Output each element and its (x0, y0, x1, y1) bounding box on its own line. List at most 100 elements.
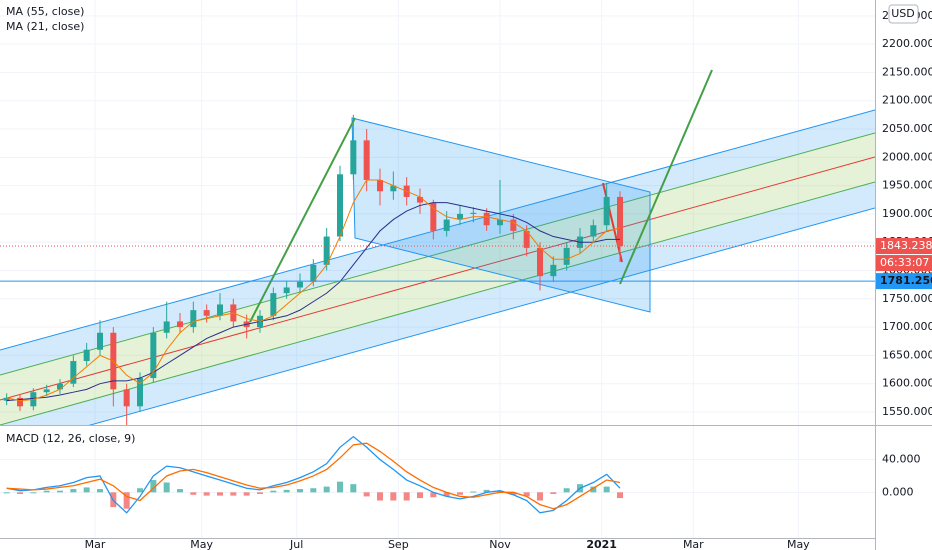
horizontal-line-label: 1781.250 (880, 274, 932, 287)
histogram-bar (417, 492, 423, 499)
histogram-bar (430, 492, 437, 498)
histogram-bar (483, 489, 490, 493)
y-tick-label: 0.000 (882, 485, 914, 498)
legend-entry: MA (21, close) (6, 20, 84, 33)
histogram-bar (457, 492, 463, 495)
candle-body (590, 225, 597, 237)
candle-body (510, 219, 517, 231)
legend-entry: MA (55, close) (6, 5, 84, 18)
candle-body (417, 196, 423, 203)
x-tick-label: Jul (289, 538, 303, 550)
y-tick-label: 1700.000 (882, 320, 932, 333)
histogram-bar (137, 488, 143, 493)
countdown: 06:33:07 (880, 256, 929, 269)
macd-line (6, 435, 621, 514)
y-tick-label: 1900.000 (882, 207, 932, 220)
histogram-bar (470, 491, 477, 493)
line-badge (876, 273, 932, 290)
candle-body (123, 389, 130, 407)
x-tick-label: Mar (683, 538, 704, 550)
histogram-bar (403, 492, 410, 501)
histogram-bar (177, 489, 183, 493)
candle-body (190, 310, 197, 328)
histogram-bar (363, 492, 370, 497)
channel-line (88, 207, 875, 425)
candle-body (483, 212, 490, 226)
histogram-bar (590, 486, 597, 493)
candle-body (323, 236, 330, 265)
candle-body (217, 304, 223, 316)
histogram-bar (17, 492, 23, 494)
candle-body (563, 247, 570, 265)
candle-body (377, 179, 383, 192)
x-tick-label: 2021 (586, 538, 617, 550)
histogram-bar (203, 492, 210, 496)
histogram-bar (510, 492, 517, 495)
histogram-bar (150, 480, 157, 493)
histogram-bar (603, 486, 610, 493)
histogram-bar (617, 492, 623, 499)
candle-body (457, 213, 463, 220)
ma-line (6, 179, 621, 402)
candle-body (443, 219, 450, 231)
channel-mid (0, 156, 875, 401)
histogram-bar (297, 489, 303, 493)
histogram-bar (230, 492, 237, 496)
candle-body (470, 212, 477, 214)
candle-body (83, 349, 90, 362)
histogram-bar (257, 492, 263, 494)
histogram-bar (390, 492, 397, 501)
histogram-bar (443, 492, 450, 497)
candle-body (97, 332, 103, 350)
signal-line (6, 442, 621, 510)
last-price-label: 1843.238 (880, 239, 932, 252)
candle-body (523, 230, 530, 248)
countdown-badge (876, 255, 932, 272)
y-tick-label: 1650.000 (882, 348, 932, 361)
candle-body (3, 397, 10, 401)
histogram-bar (550, 492, 557, 494)
candle-body (430, 202, 437, 231)
candle-body (617, 196, 623, 247)
histogram-bar (283, 489, 290, 493)
histogram-bar (3, 492, 10, 494)
y-tick-label: 1600.000 (882, 377, 932, 390)
candle-body (43, 389, 50, 393)
channel-line (0, 132, 875, 376)
histogram-bar (243, 492, 250, 496)
channel-line (0, 109, 875, 351)
ma-line (6, 202, 620, 402)
drawings (0, 69, 875, 425)
currency-badge[interactable] (888, 4, 919, 24)
histogram-bar (83, 487, 90, 493)
candle-body (363, 140, 370, 180)
candle-body (337, 174, 343, 237)
x-tick-label: May (787, 538, 810, 550)
candle-body (283, 287, 290, 294)
candle-body (390, 185, 397, 192)
histogram-bar (190, 492, 197, 495)
currency: USD (891, 7, 915, 20)
macd-title: MACD (12, 26, close, 9) (6, 432, 135, 445)
trend-line (619, 69, 713, 285)
candle-body (57, 383, 63, 390)
y-tick-label: 1750.000 (882, 292, 932, 305)
candle-body (203, 310, 210, 316)
histogram-bar (537, 492, 543, 501)
x-tick-label: Sep (388, 538, 409, 550)
y-tick-label: 2200.000 (882, 37, 932, 50)
candle-body (497, 219, 503, 226)
histogram-bar (310, 488, 317, 493)
histogram-bar (163, 482, 170, 493)
histogram-bar (497, 490, 503, 493)
y-tick-label: 40.000 (882, 453, 921, 466)
histogram-bar (523, 492, 530, 497)
trend-line (249, 117, 356, 323)
y-tick-label: 2050.000 (882, 122, 932, 135)
x-tick-label: Nov (489, 538, 511, 550)
candle-body (550, 264, 557, 277)
histogram-bar (43, 490, 50, 493)
y-tick-label: 2150.000 (882, 65, 932, 78)
candle-body (137, 378, 143, 407)
histogram-bar (97, 489, 103, 493)
